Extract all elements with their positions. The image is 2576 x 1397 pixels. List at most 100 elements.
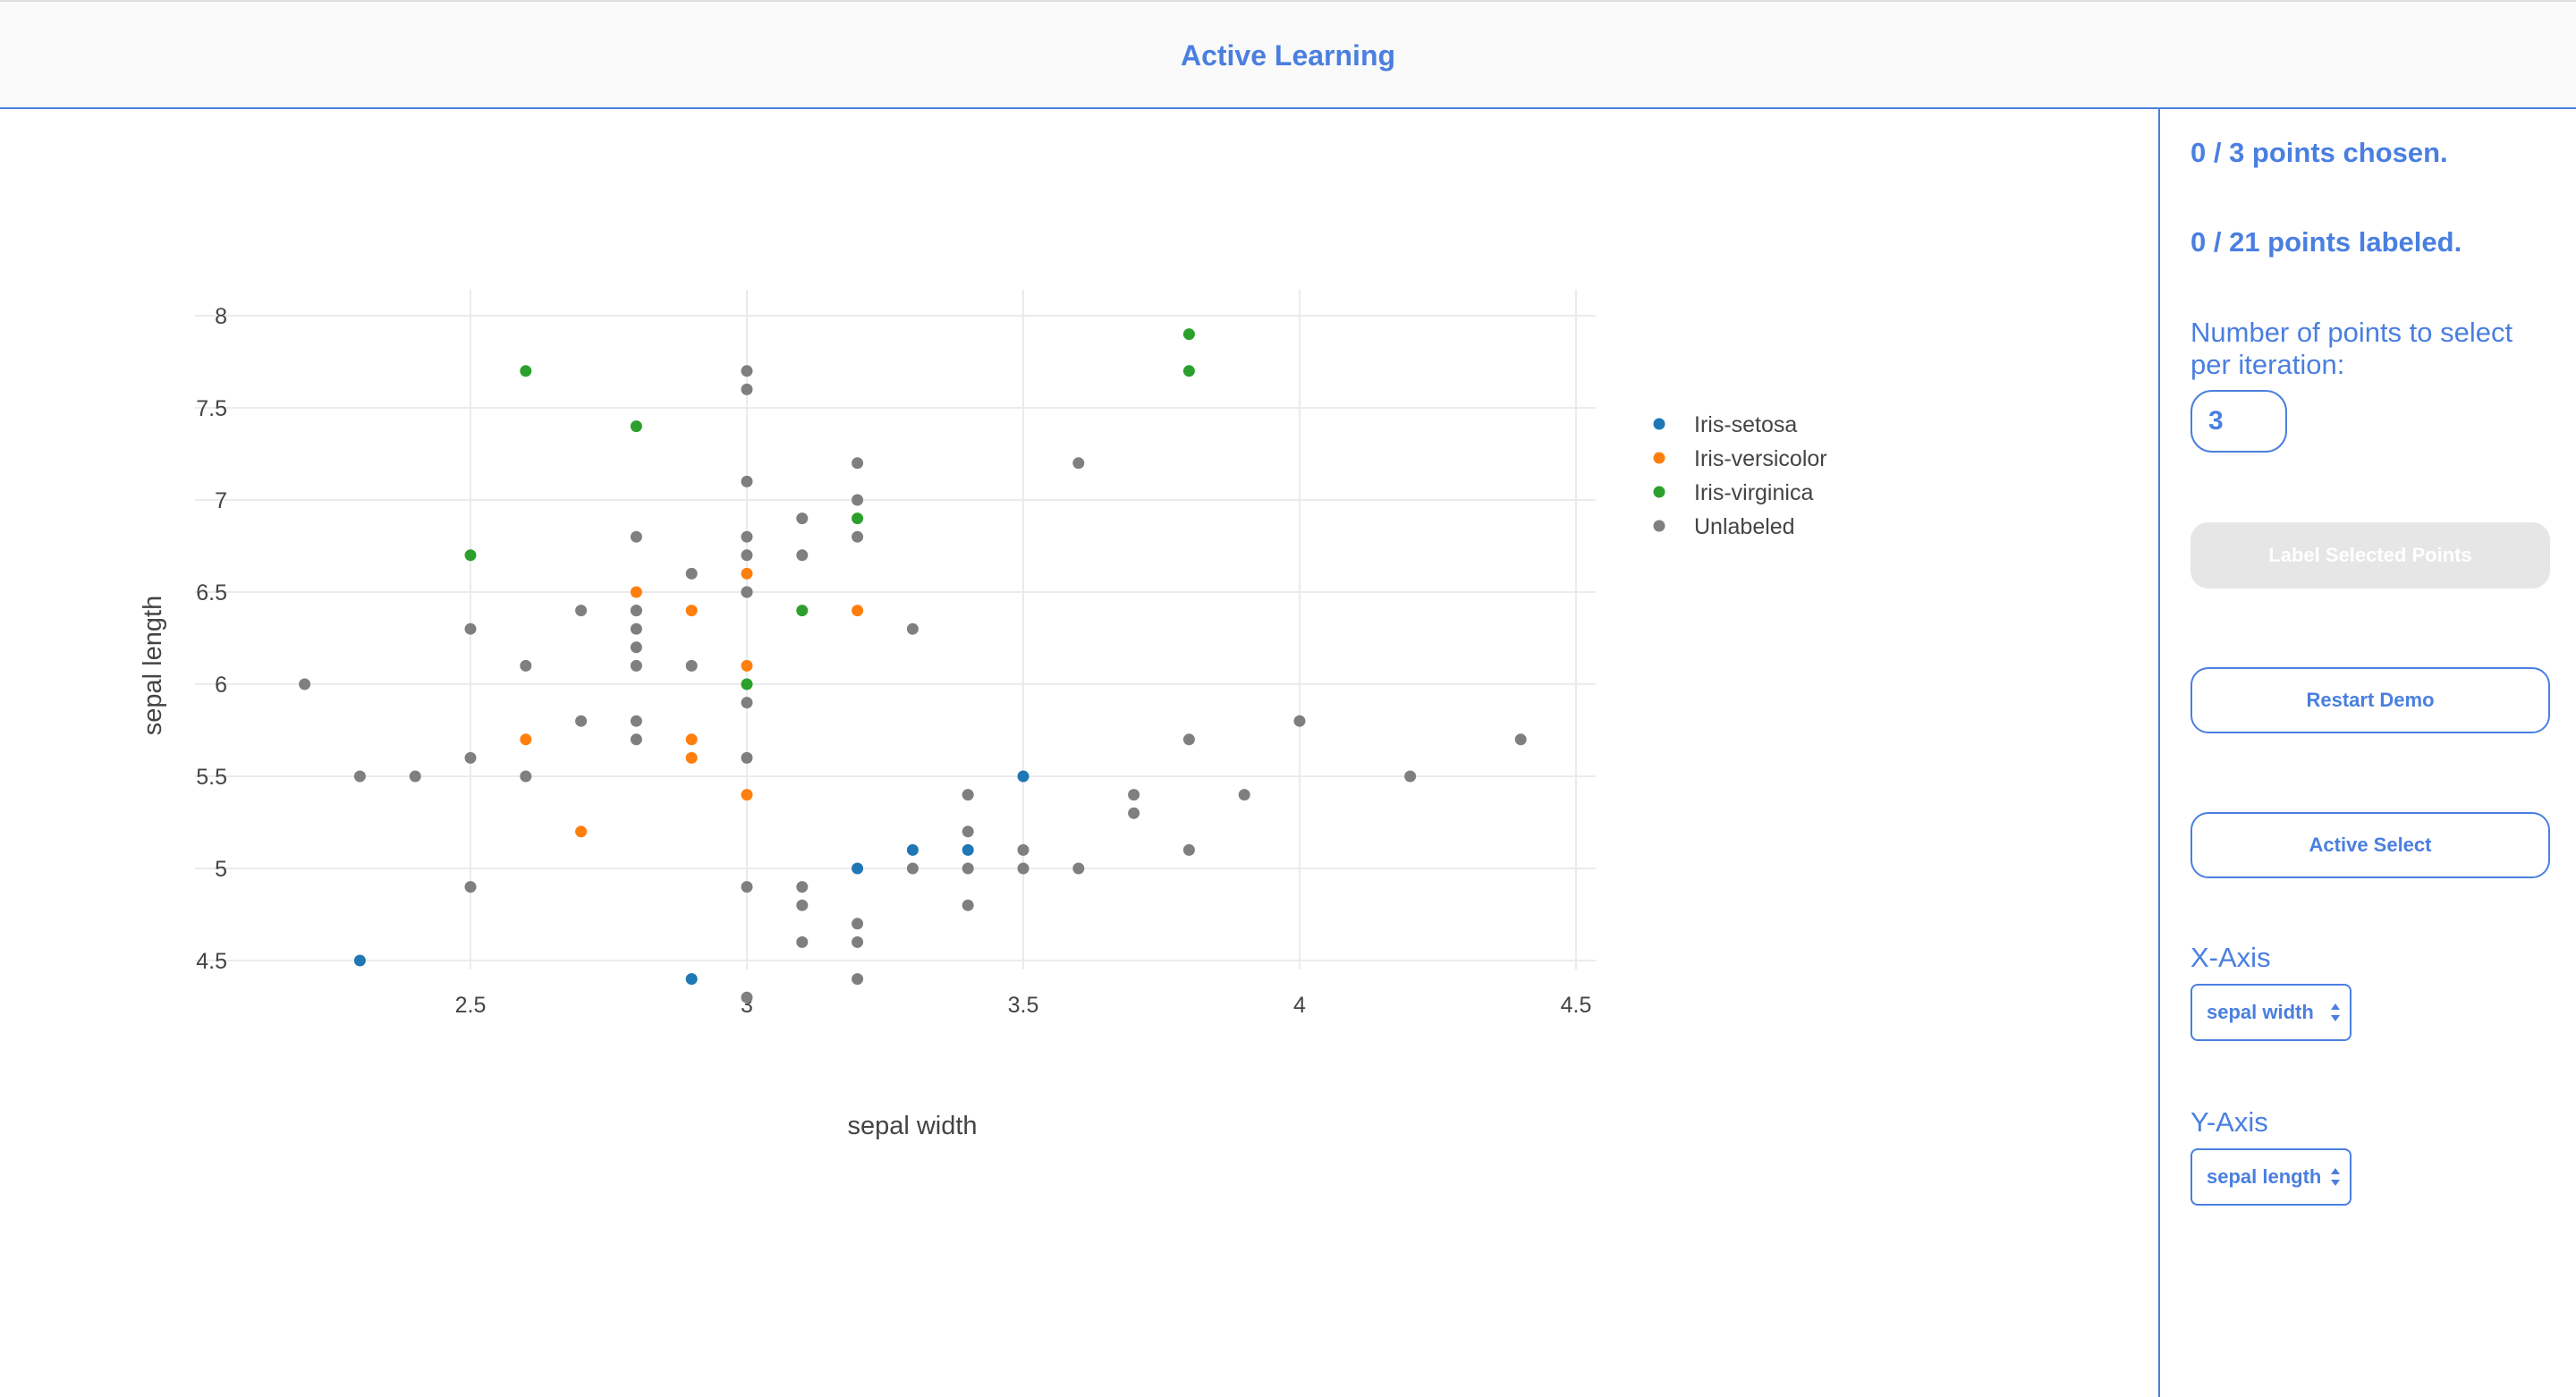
data-point-unlabeled[interactable] xyxy=(630,715,642,727)
data-point-unlabeled[interactable] xyxy=(685,659,698,672)
data-point-iris-setosa[interactable] xyxy=(353,954,366,967)
restart-demo-button[interactable]: Restart Demo xyxy=(2190,667,2550,733)
data-point-unlabeled[interactable] xyxy=(852,530,864,543)
data-point-unlabeled[interactable] xyxy=(741,549,753,562)
data-point-unlabeled[interactable] xyxy=(630,659,642,672)
data-point-unlabeled[interactable] xyxy=(741,751,753,764)
y-tick-label: 6.5 xyxy=(196,580,227,605)
num-points-input[interactable] xyxy=(2190,390,2287,453)
data-point-unlabeled[interactable] xyxy=(852,918,864,930)
data-point-iris-virginica[interactable] xyxy=(464,549,477,562)
data-point-unlabeled[interactable] xyxy=(464,751,477,764)
data-point-unlabeled[interactable] xyxy=(741,697,753,709)
data-point-unlabeled[interactable] xyxy=(630,530,642,543)
data-point-iris-virginica[interactable] xyxy=(1182,365,1195,377)
data-point-iris-virginica[interactable] xyxy=(741,678,753,690)
data-point-iris-versicolor[interactable] xyxy=(685,751,698,764)
data-point-unlabeled[interactable] xyxy=(962,862,974,875)
legend-item[interactable]: Iris-setosa xyxy=(1653,412,1798,437)
data-point-iris-versicolor[interactable] xyxy=(741,789,753,801)
y-axis-heading: Y-Axis xyxy=(2190,1106,2268,1138)
data-point-iris-versicolor[interactable] xyxy=(630,586,642,598)
data-point-iris-setosa[interactable] xyxy=(685,973,698,986)
data-point-unlabeled[interactable] xyxy=(353,770,366,783)
legend-item[interactable]: Iris-virginica xyxy=(1653,480,1814,505)
data-point-unlabeled[interactable] xyxy=(1238,789,1250,801)
data-point-iris-setosa[interactable] xyxy=(1017,770,1030,783)
data-point-iris-setosa[interactable] xyxy=(962,843,974,856)
legend-item[interactable]: Iris-versicolor xyxy=(1653,446,1827,471)
data-point-iris-virginica[interactable] xyxy=(1182,328,1195,341)
data-point-unlabeled[interactable] xyxy=(962,826,974,838)
data-point-unlabeled[interactable] xyxy=(1128,807,1140,819)
legend[interactable]: Iris-setosa Iris-versicolor Iris-virginica… xyxy=(1653,412,1827,539)
active-select-button[interactable]: Active Select xyxy=(2190,812,2550,878)
data-point-unlabeled[interactable] xyxy=(962,789,974,801)
data-point-unlabeled[interactable] xyxy=(852,936,864,948)
data-point-unlabeled[interactable] xyxy=(464,622,477,635)
data-point-unlabeled[interactable] xyxy=(796,936,809,948)
data-point-iris-versicolor[interactable] xyxy=(741,567,753,580)
data-point-unlabeled[interactable] xyxy=(520,659,532,672)
plot-area[interactable]: 2.5 3 3.5 4 4.5 4.5 5 5.5 6 6.5 7 7.5 8 sepal width… xyxy=(0,109,2158,1397)
data-point-unlabeled[interactable] xyxy=(1072,862,1085,875)
data-point-unlabeled[interactable] xyxy=(1514,733,1527,746)
data-point-unlabeled[interactable] xyxy=(741,383,753,395)
data-point-unlabeled[interactable] xyxy=(685,567,698,580)
data-point-unlabeled[interactable] xyxy=(796,899,809,911)
data-point-unlabeled[interactable] xyxy=(741,991,753,1003)
data-point-unlabeled[interactable] xyxy=(409,770,421,783)
data-point-unlabeled[interactable] xyxy=(1293,715,1306,727)
data-point-iris-versicolor[interactable] xyxy=(852,605,864,617)
data-point-unlabeled[interactable] xyxy=(962,899,974,911)
data-point-unlabeled[interactable] xyxy=(630,733,642,746)
data-point-unlabeled[interactable] xyxy=(741,881,753,893)
legend-item[interactable]: Unlabeled xyxy=(1653,514,1795,539)
data-point-unlabeled[interactable] xyxy=(1182,843,1195,856)
data-point-unlabeled[interactable] xyxy=(520,770,532,783)
data-point-iris-setosa[interactable] xyxy=(906,843,919,856)
data-point-unlabeled[interactable] xyxy=(630,641,642,654)
scatter-plot[interactable]: 2.5 3 3.5 4 4.5 4.555.566.577.58 sepal width… xyxy=(0,109,2158,1397)
data-point-unlabeled[interactable] xyxy=(852,494,864,506)
data-point-unlabeled[interactable] xyxy=(741,586,753,598)
data-point-unlabeled[interactable] xyxy=(575,605,588,617)
x-tick-label: 3.5 xyxy=(1008,993,1039,1018)
data-point-unlabeled[interactable] xyxy=(741,530,753,543)
data-point-unlabeled[interactable] xyxy=(741,365,753,377)
data-point-unlabeled[interactable] xyxy=(852,973,864,986)
data-point-iris-setosa[interactable] xyxy=(852,862,864,875)
data-point-iris-versicolor[interactable] xyxy=(741,659,753,672)
data-point-unlabeled[interactable] xyxy=(906,862,919,875)
data-point-unlabeled[interactable] xyxy=(906,622,919,635)
data-point-unlabeled[interactable] xyxy=(1017,862,1030,875)
data-point-unlabeled[interactable] xyxy=(1128,789,1140,801)
data-point-iris-versicolor[interactable] xyxy=(575,826,588,838)
data-point-unlabeled[interactable] xyxy=(1072,457,1085,470)
x-axis-select[interactable]: sepal width xyxy=(2190,984,2351,1041)
y-axis-select[interactable]: sepal length xyxy=(2190,1148,2351,1206)
data-point-unlabeled[interactable] xyxy=(630,622,642,635)
data-point-iris-versicolor[interactable] xyxy=(685,605,698,617)
data-point-unlabeled[interactable] xyxy=(796,881,809,893)
data-point-unlabeled[interactable] xyxy=(1404,770,1417,783)
data-point-unlabeled[interactable] xyxy=(464,881,477,893)
data-point-unlabeled[interactable] xyxy=(741,475,753,487)
data-point-iris-virginica[interactable] xyxy=(796,605,809,617)
data-point-unlabeled[interactable] xyxy=(796,549,809,562)
data-points[interactable] xyxy=(299,328,1527,1003)
data-point-iris-virginica[interactable] xyxy=(520,365,532,377)
data-point-unlabeled[interactable] xyxy=(852,457,864,470)
data-point-iris-versicolor[interactable] xyxy=(685,733,698,746)
x-tick-label: 2.5 xyxy=(455,993,487,1018)
data-point-unlabeled[interactable] xyxy=(1182,733,1195,746)
data-point-unlabeled[interactable] xyxy=(630,605,642,617)
data-point-unlabeled[interactable] xyxy=(796,512,809,525)
label-selected-points-button[interactable]: Label Selected Points xyxy=(2190,522,2550,588)
data-point-iris-virginica[interactable] xyxy=(630,420,642,433)
data-point-iris-virginica[interactable] xyxy=(852,512,864,525)
data-point-iris-versicolor[interactable] xyxy=(520,733,532,746)
data-point-unlabeled[interactable] xyxy=(575,715,588,727)
data-point-unlabeled[interactable] xyxy=(299,678,311,690)
data-point-unlabeled[interactable] xyxy=(1017,843,1030,856)
